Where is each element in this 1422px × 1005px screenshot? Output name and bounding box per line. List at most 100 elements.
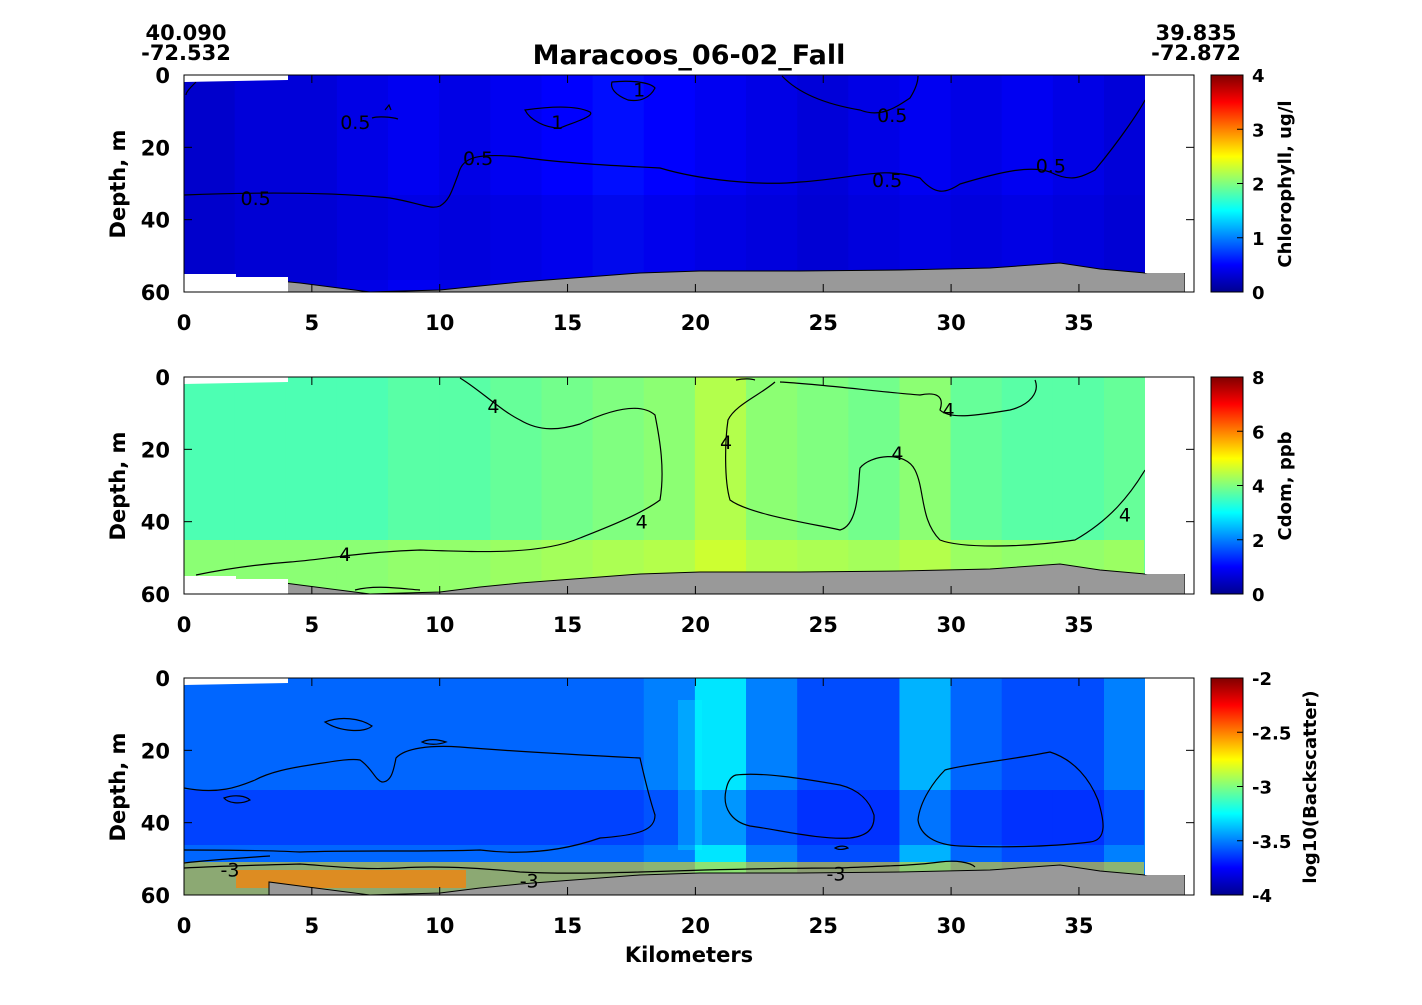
ylabel: Depth, m <box>106 130 130 239</box>
contour-label: 4 <box>1119 504 1131 526</box>
colorbar-tick-label: 4 <box>1252 477 1265 498</box>
section-column <box>234 75 287 292</box>
contour-label: 4 <box>891 443 903 465</box>
section-column <box>184 75 236 292</box>
section-column <box>950 678 1003 895</box>
colorbar-tick-label: 0 <box>1252 283 1265 304</box>
y-tick-label: 40 <box>141 812 170 836</box>
section-column <box>643 678 696 895</box>
section-column <box>694 377 748 594</box>
x-tick-label: 5 <box>305 311 320 335</box>
section-column <box>746 377 799 594</box>
colorbar-tick-label: 3 <box>1252 120 1265 141</box>
axes-box <box>183 74 1195 293</box>
contour-label: -3 <box>827 863 846 885</box>
contour-label: 1 <box>551 112 563 134</box>
x-tick-label: 0 <box>177 311 192 335</box>
x-tick-label: 20 <box>681 914 710 938</box>
deep-layer-shading <box>184 195 1144 280</box>
contour-label: 0.5 <box>877 105 907 127</box>
x-tick-label: 15 <box>553 613 582 637</box>
coord-start-lon: -72.532 <box>141 41 231 65</box>
section-fill <box>184 678 1194 895</box>
contour-label: 0.5 <box>463 148 493 170</box>
y-tick-label: 60 <box>141 884 170 908</box>
section-column <box>388 678 441 895</box>
section-column <box>797 377 850 594</box>
section-column <box>746 678 799 895</box>
x-tick-label: 20 <box>681 613 710 637</box>
deep-layer-shading <box>184 790 1144 845</box>
coord-end-lon: -72.872 <box>1151 41 1241 65</box>
coord-end-lat: 39.835 <box>1155 21 1236 45</box>
x-tick-label: 20 <box>681 311 710 335</box>
section-column <box>848 75 901 292</box>
section-column <box>439 678 492 895</box>
section-column <box>1052 678 1106 895</box>
contour-label: 0.5 <box>340 112 370 134</box>
section-column <box>848 377 901 594</box>
colorbar-tick-label: 1 <box>1252 229 1265 250</box>
section-column <box>439 377 492 594</box>
y-tick-label: 60 <box>141 281 170 305</box>
y-tick-label: 40 <box>141 511 170 535</box>
y-tick-label: 20 <box>141 136 170 160</box>
contour-label: 0.5 <box>240 188 270 210</box>
section-column <box>592 377 645 594</box>
section-column <box>1001 75 1054 292</box>
section-column <box>899 377 952 594</box>
colorbar-tick-label: -3.5 <box>1252 832 1291 853</box>
y-tick-label: 60 <box>141 583 170 607</box>
panel-chlorophyll: 0.5 110.50.50.50.50.5 0 5 10 15 20 25 30 3502040… <box>106 64 1296 335</box>
x-tick-label: 35 <box>1064 914 1093 938</box>
colorbar-tick-label: 4 <box>1252 66 1265 87</box>
x-tick-label: 10 <box>425 613 454 637</box>
section-fill <box>184 377 1194 594</box>
x-tick-label: 30 <box>936 914 965 938</box>
chart-title: Maracoos_06-02_Fall <box>533 40 846 71</box>
x-tick-label: 10 <box>425 311 454 335</box>
y-tick-label: 0 <box>155 64 170 88</box>
colorbar-tick-label: 6 <box>1252 422 1265 443</box>
contour-label: -3 <box>520 871 539 893</box>
y-tick-label: 0 <box>155 667 170 691</box>
section-column <box>592 75 645 292</box>
colorbar-tick-label: -3 <box>1252 778 1272 799</box>
contour-label: 1 <box>633 79 645 101</box>
section-column <box>234 377 287 594</box>
section-column <box>388 377 441 594</box>
colorbar-label: Chlorophyll, ug/l <box>1275 100 1296 267</box>
x-tick-label: 25 <box>809 914 838 938</box>
contour-label: 4 <box>720 432 732 454</box>
contour-label: 0.5 <box>872 170 902 192</box>
colorbar-tick-label: 2 <box>1252 175 1265 196</box>
x-tick-label: 15 <box>553 311 582 335</box>
section-column <box>950 75 1003 292</box>
x-tick-label: 30 <box>936 613 965 637</box>
section-column <box>694 678 748 895</box>
ylabel: Depth, m <box>106 733 130 842</box>
contour-label: 4 <box>636 512 648 534</box>
colorbar-label: Cdom, ppb <box>1275 431 1296 540</box>
section-column <box>541 377 594 594</box>
section-column <box>541 678 594 895</box>
section-column <box>234 678 287 895</box>
contour-label: 4 <box>487 396 499 418</box>
contour-lines <box>184 75 1146 208</box>
section-column <box>490 678 543 895</box>
ylabel: Depth, m <box>106 432 130 541</box>
x-tick-label: 5 <box>305 914 320 938</box>
section-column <box>1052 377 1106 594</box>
colorbar: 0 2 4 6 8 Cdom, ppb <box>1210 368 1296 606</box>
y-tick-label: 20 <box>141 739 170 763</box>
colorbar-tick-label: -2 <box>1252 669 1272 690</box>
coord-start-lat: 40.090 <box>145 21 226 45</box>
contour-lines <box>184 717 1104 874</box>
section-column <box>336 678 390 895</box>
x-tick-label: 10 <box>425 914 454 938</box>
contour-label: 0.5 <box>1036 155 1066 177</box>
x-tick-label: 25 <box>809 311 838 335</box>
colorbar: 0 1 2 3 4 Chlorophyll, ug/l <box>1210 66 1296 304</box>
colorbar-tick-label: 0 <box>1252 585 1265 606</box>
